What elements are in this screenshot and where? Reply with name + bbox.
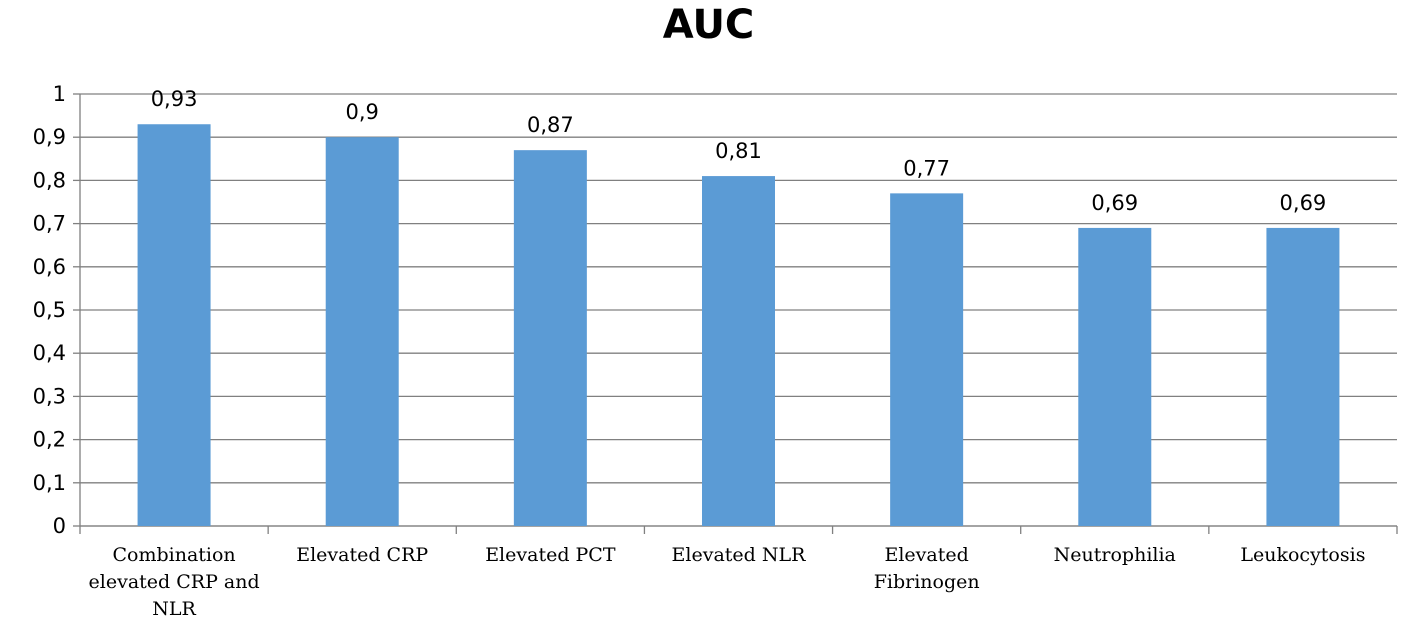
y-tick-label: 0,4 xyxy=(33,341,66,365)
x-category-label: Combination elevated CRP and NLR xyxy=(89,544,260,620)
y-tick-label: 0,5 xyxy=(33,298,66,322)
y-tick-label: 0 xyxy=(53,514,66,538)
data-label: 0,69 xyxy=(1091,191,1138,215)
bar xyxy=(1266,227,1340,527)
bar xyxy=(1078,227,1152,527)
y-tick-label: 0,9 xyxy=(33,125,66,149)
x-category-label: Elevated Fibrinogen xyxy=(874,544,980,593)
bar xyxy=(890,193,964,527)
data-label: 0,9 xyxy=(346,100,379,124)
data-label: 0,87 xyxy=(527,113,574,137)
data-label: 0,69 xyxy=(1280,191,1327,215)
data-label: 0,77 xyxy=(903,156,950,180)
y-tick-label: 1 xyxy=(53,82,66,106)
bar xyxy=(513,150,587,526)
y-tick-label: 0,8 xyxy=(33,168,66,192)
x-category-label: Neutrophilia xyxy=(1054,544,1176,566)
y-tick-label: 0,3 xyxy=(33,384,66,408)
y-tick-label: 0,7 xyxy=(33,212,66,236)
bar xyxy=(702,176,775,526)
y-tick-label: 0,2 xyxy=(33,428,66,452)
chart-title: AUC xyxy=(662,2,755,48)
data-label: 0,81 xyxy=(715,139,762,163)
x-category-label: Elevated NLR xyxy=(672,544,807,566)
y-tick-label: 0,6 xyxy=(33,255,66,279)
x-category-label: Elevated CRP xyxy=(296,544,428,566)
x-category-label: Elevated PCT xyxy=(485,544,616,566)
bar xyxy=(325,137,399,526)
y-tick-label: 0,1 xyxy=(33,471,66,495)
x-category-label: Leukocytosis xyxy=(1240,544,1365,566)
data-label: 0,93 xyxy=(151,87,198,111)
bar xyxy=(137,124,211,527)
